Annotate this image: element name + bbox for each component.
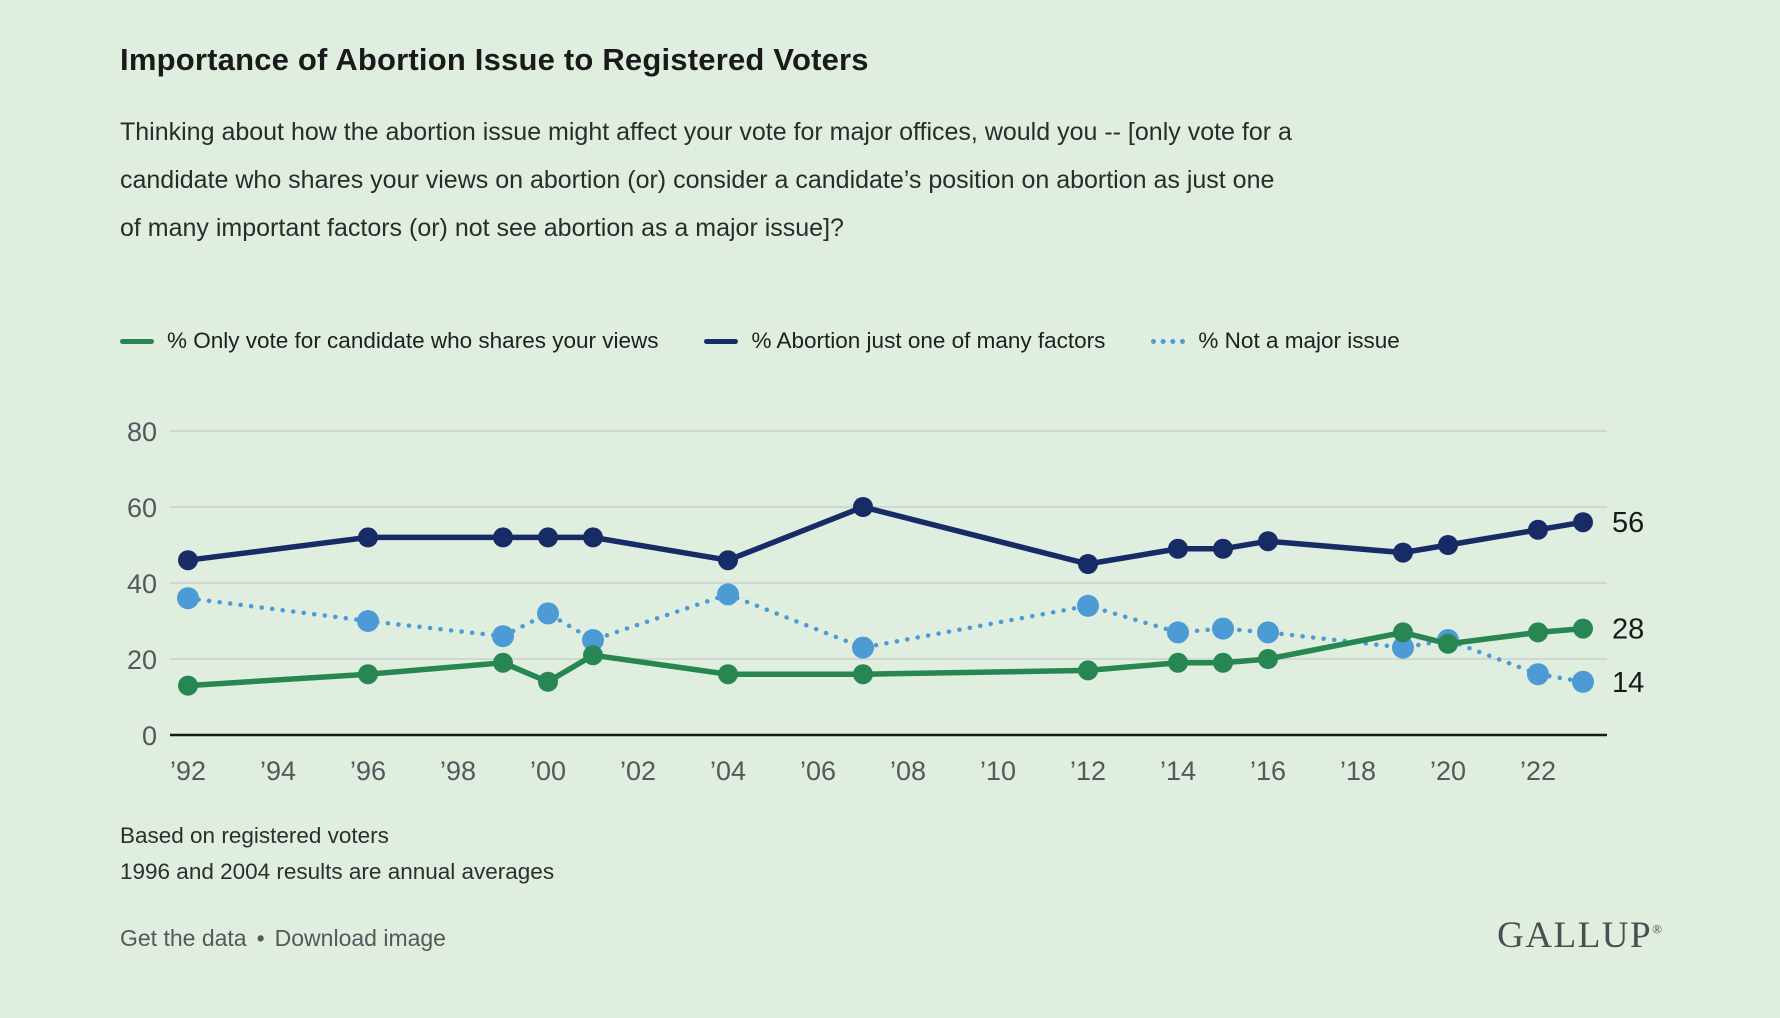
data-point <box>1392 636 1414 659</box>
gallup-wordmark: GALLUP <box>1497 915 1653 956</box>
x-tick-label: ’98 <box>440 756 476 786</box>
data-point <box>1077 594 1099 617</box>
end-value-label: 56 <box>1612 507 1644 539</box>
data-point <box>717 583 739 606</box>
legend-item-not-major: % Not a major issue <box>1151 328 1400 354</box>
data-point <box>1168 538 1188 559</box>
data-point <box>177 587 199 610</box>
data-point <box>1258 649 1278 669</box>
legend-label: % Abortion just one of many factors <box>751 328 1106 353</box>
x-tick-label: ’08 <box>890 756 926 786</box>
footnote-averages: 1996 and 2004 results are annual average… <box>120 859 555 884</box>
x-tick-label: ’20 <box>1430 756 1466 786</box>
data-point <box>178 675 198 696</box>
data-point <box>853 664 873 685</box>
x-tick-label: ’00 <box>530 756 566 786</box>
x-tick-label: ’92 <box>170 756 206 786</box>
x-tick-label: ’16 <box>1250 756 1286 786</box>
data-point <box>538 671 558 692</box>
y-tick-label: 0 <box>142 721 157 751</box>
data-point <box>1527 663 1549 686</box>
data-point <box>1438 535 1458 555</box>
data-point <box>1078 660 1098 681</box>
data-point <box>1438 633 1458 654</box>
data-point <box>492 625 514 648</box>
data-point <box>1572 670 1594 693</box>
x-tick-label: ’04 <box>710 756 746 786</box>
x-tick-label: ’02 <box>620 756 656 786</box>
x-tick-label: ’06 <box>800 756 836 786</box>
legend-swatch-dotted-blue-line <box>1151 338 1186 344</box>
series-line-1 <box>187 504 1584 567</box>
gallup-logo: GALLUP® <box>1497 914 1662 957</box>
data-point <box>1212 617 1234 640</box>
footnotes: Based on registered voters 1996 and 2004… <box>120 818 554 890</box>
footnote-base: Based on registered voters <box>120 823 389 848</box>
x-tick-label: ’96 <box>350 756 386 786</box>
legend-swatch-navy-line <box>704 338 739 344</box>
legend-item-only-vote: % Only vote for candidate who shares you… <box>120 328 658 354</box>
data-point <box>538 527 558 548</box>
data-point <box>1258 531 1278 552</box>
download-image-link[interactable]: Download image <box>274 925 446 951</box>
data-point <box>718 664 738 685</box>
end-value-label: 14 <box>1612 667 1644 699</box>
data-point <box>358 664 378 685</box>
legend-label: % Only vote for candidate who shares you… <box>167 328 659 353</box>
y-tick-label: 80 <box>127 417 157 447</box>
data-point <box>178 550 198 571</box>
chart-links: Get the data • Download image <box>120 925 446 952</box>
x-tick-label: ’10 <box>980 756 1016 786</box>
legend-swatch-green-line <box>120 338 154 344</box>
registered-mark-icon: ® <box>1652 921 1662 937</box>
legend-label: % Not a major issue <box>1198 328 1400 353</box>
data-point <box>583 645 603 666</box>
data-point <box>1167 621 1189 644</box>
data-point <box>1078 554 1098 574</box>
data-point <box>1573 512 1593 533</box>
y-tick-label: 60 <box>127 493 157 523</box>
data-point <box>1393 542 1413 563</box>
data-point <box>357 610 379 632</box>
data-point <box>1573 618 1593 639</box>
data-point <box>1168 652 1188 673</box>
y-tick-label: 20 <box>127 645 157 675</box>
data-point <box>1257 621 1279 644</box>
data-point <box>358 527 378 548</box>
x-tick-label: ’18 <box>1340 756 1376 786</box>
data-point <box>852 636 874 659</box>
data-point <box>537 602 559 625</box>
legend: % Only vote for candidate who shares you… <box>120 328 1400 354</box>
data-point <box>1393 622 1413 643</box>
data-point <box>718 550 738 571</box>
series-line-0 <box>187 625 1584 689</box>
data-point <box>583 527 603 548</box>
x-tick-label: ’14 <box>1160 756 1196 786</box>
survey-question-text: Thinking about how the abortion issue mi… <box>120 118 1292 242</box>
data-point <box>493 527 513 548</box>
x-tick-label: ’94 <box>260 756 296 786</box>
end-value-label: 28 <box>1612 614 1644 646</box>
data-point <box>582 629 604 651</box>
data-point <box>1528 622 1548 643</box>
data-point <box>1528 519 1548 540</box>
data-point <box>1213 652 1233 673</box>
get-the-data-link[interactable]: Get the data <box>120 925 247 951</box>
legend-item-one-of-many: % Abortion just one of many factors <box>704 328 1105 354</box>
data-point <box>493 652 513 673</box>
x-tick-label: ’12 <box>1070 756 1106 786</box>
x-tick-label: ’22 <box>1520 756 1556 786</box>
data-point <box>1213 538 1233 559</box>
data-point <box>853 497 873 517</box>
page-title: Importance of Abortion Issue to Register… <box>120 42 869 77</box>
y-tick-label: 40 <box>127 569 157 599</box>
link-separator: • <box>256 925 265 951</box>
